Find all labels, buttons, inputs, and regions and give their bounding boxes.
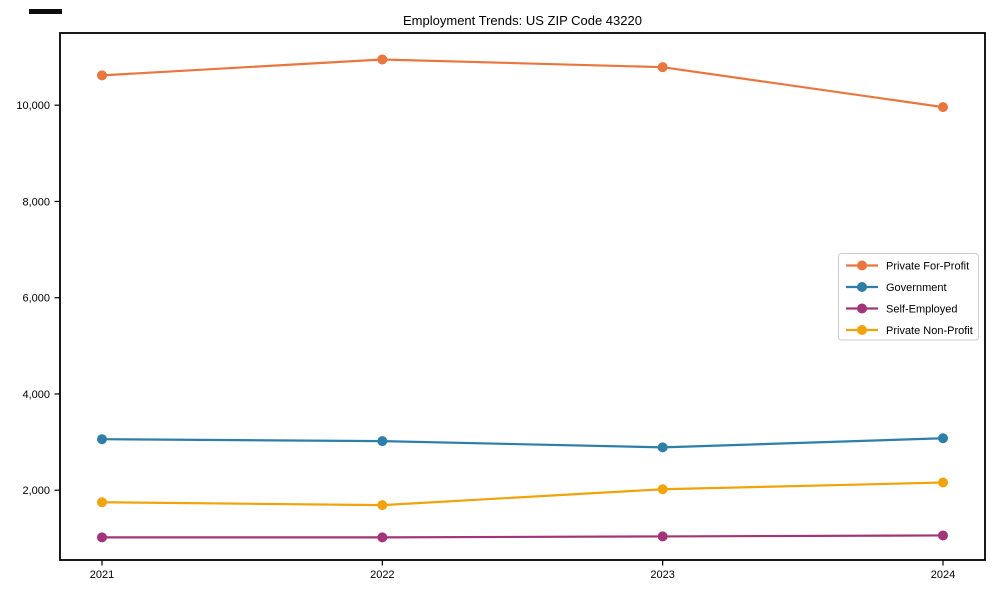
data-point-private-non-profit-2022	[377, 500, 388, 511]
legend-label-private-for-profit: Private For-Profit	[886, 260, 969, 272]
y-axis-ticks: 2,000 4,000 6,000 8,000 10,000	[16, 100, 60, 497]
data-point-private-for-profit-2023	[657, 62, 668, 73]
chart-title: Employment Trends: US ZIP Code 43220	[403, 13, 642, 28]
x-axis-ticks: 2021 2022 2023 2024	[90, 560, 955, 581]
series-line-government	[96, 433, 949, 453]
data-point-private-for-profit-2021	[96, 70, 107, 81]
plot-border	[59, 32, 986, 561]
x-tick-label: 2021	[90, 569, 114, 581]
data-point-government-2024	[938, 433, 949, 444]
legend-marker-government	[857, 282, 867, 292]
x-tick-label: 2024	[931, 569, 955, 581]
legend-marker-private-for-profit	[857, 260, 867, 271]
data-point-government-2022	[377, 436, 388, 447]
data-point-private-for-profit-2024	[938, 102, 949, 113]
data-point-self-employed-2021	[96, 532, 107, 543]
data-point-government-2023	[657, 442, 668, 453]
data-point-private-for-profit-2022	[377, 54, 388, 65]
series-line-self-employed	[96, 530, 949, 543]
data-point-private-non-profit-2024	[938, 477, 949, 488]
data-point-private-non-profit-2021	[96, 497, 107, 508]
data-point-self-employed-2023	[657, 531, 668, 542]
data-point-private-non-profit-2023	[657, 484, 668, 495]
legend-marker-self-employed	[857, 303, 867, 314]
y-tick-label: 4,000	[22, 389, 50, 401]
legend-marker-private-non-profit	[857, 325, 867, 335]
series-line-private-non-profit	[96, 477, 949, 511]
y-tick-label: 8,000	[22, 196, 50, 208]
legend-label-self-employed: Self-Employed	[886, 303, 958, 315]
legend-label-private-non-profit: Private Non-Profit	[886, 325, 973, 337]
data-point-government-2021	[96, 434, 107, 445]
window-edge-mark	[29, 9, 62, 14]
legend-label-government: Government	[886, 282, 947, 294]
data-point-self-employed-2024	[938, 530, 949, 541]
data-point-self-employed-2022	[377, 532, 388, 543]
y-tick-label: 2,000	[22, 485, 50, 497]
x-tick-label: 2022	[370, 569, 394, 581]
legend-box	[838, 253, 979, 341]
series-line-private-for-profit	[96, 54, 949, 113]
legend: Private For-Profit Government Self-Employe…	[838, 253, 979, 341]
y-tick-label: 6,000	[22, 293, 50, 305]
y-tick-label: 10,000	[16, 100, 50, 112]
x-tick-label: 2023	[650, 569, 674, 581]
